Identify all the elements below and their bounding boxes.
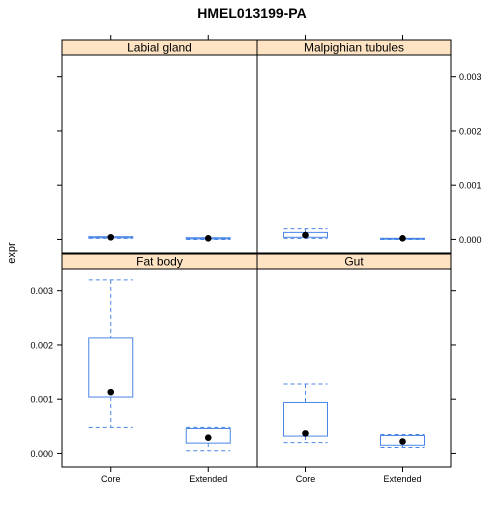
box-gut-extended <box>380 435 425 446</box>
panel-label-gut: Gut <box>344 255 364 269</box>
y-tick-label-1: 0.001 <box>30 395 53 405</box>
y-tick-label-right-2: 0.002 <box>459 126 482 136</box>
panel-label-malpighian-tubules: Malpighian tubules <box>304 41 404 55</box>
box-fat-body-core <box>88 337 134 398</box>
x-tick-label-fat-body-extended: Extended <box>189 474 227 484</box>
median-point-gut-core <box>302 430 309 437</box>
panel-label-fat-body: Fat body <box>136 255 183 269</box>
median-point-fat-body-core <box>107 388 115 396</box>
median-point-malpighian-tubules-extended <box>399 235 406 242</box>
panel-grid: Fat body 0.000 0.001 0.002 0.003 Core Extended… <box>30 35 482 484</box>
median-point-labial-gland-core <box>107 233 115 241</box>
median-point-gut-extended <box>399 438 406 445</box>
y-tick-label-right-3: 0.003 <box>459 72 482 82</box>
y-tick-label-0: 0.000 <box>30 449 53 459</box>
y-tick-label-right-0: 0.000 <box>459 235 482 245</box>
x-tick-label-gut-core: Core <box>296 474 316 484</box>
panel-frame-gut <box>256 268 452 468</box>
y-tick-label-right-1: 0.001 <box>459 181 482 191</box>
y-tick-label-2: 0.002 <box>30 340 53 350</box>
y-tick-label-3: 0.003 <box>30 286 53 296</box>
chart-title: HMEL013199-PA <box>197 5 306 21</box>
median-point-fat-body-extended <box>204 434 212 442</box>
x-tick-label-gut-extended: Extended <box>383 474 421 484</box>
panel-frame-malpighian-tubules <box>256 54 452 254</box>
x-tick-label-fat-body-core: Core <box>101 474 121 484</box>
median-point-labial-gland-extended <box>204 235 212 242</box>
panel-label-labial-gland: Labial gland <box>127 41 192 55</box>
y-axis-label: expr <box>6 242 18 264</box>
panel-frame-fat-body <box>61 268 258 468</box>
median-point-malpighian-tubules-core <box>302 231 309 239</box>
box-fat-body-extended <box>185 427 231 444</box>
panel-frame-labial-gland <box>61 54 258 254</box>
